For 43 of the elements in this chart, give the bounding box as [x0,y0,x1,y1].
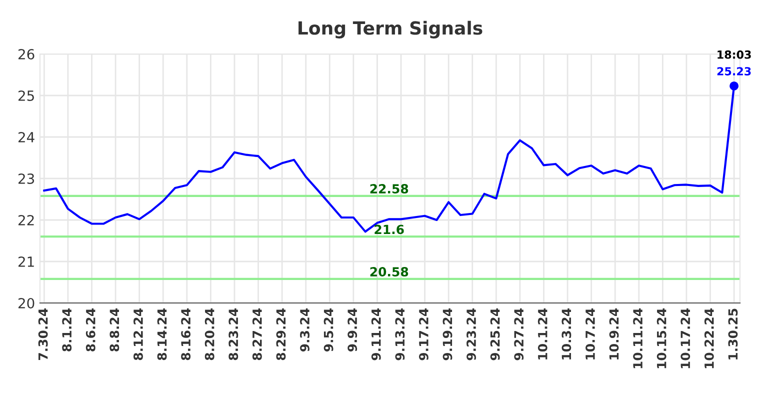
y-tick-label: 20 [18,298,34,308]
x-tick-label: 7.30.24 [38,308,48,360]
x-tick-label: 9.17.24 [418,308,428,360]
y-tick-label: 21 [18,256,34,267]
x-tick-label: 10.7.24 [585,308,595,360]
y-tick-label: 25 [18,90,34,101]
x-tick-label: 9.13.24 [395,308,405,360]
x-tick-label: 8.16.24 [181,308,191,360]
x-tick-label: 9.5.24 [324,308,334,352]
x-tick-label: 10.15.24 [656,308,666,368]
y-tick-label: 22 [18,214,34,226]
x-tick-label: 8.1.24 [62,308,72,352]
ref-line-label: 20.58 [370,267,408,277]
x-tick-label: 8.12.24 [133,308,143,360]
x-tick-label: 8.29.24 [276,308,286,360]
x-tick-label: 9.27.24 [514,308,524,360]
x-tick-label: 8.14.24 [157,308,167,360]
ref-line-label: 21.6 [374,224,404,234]
x-tick-label: 9.19.24 [442,308,452,360]
x-tick-label: 8.8.24 [110,308,120,352]
x-tick-label: 1.30.25 [728,308,738,360]
x-tick-label: 10.3.24 [562,308,572,360]
x-tick-label: 10.11.24 [633,308,643,368]
x-tick-label: 8.27.24 [252,308,262,360]
x-tick-label: 9.23.24 [466,308,476,360]
x-tick-label: 9.25.24 [490,308,500,360]
y-tick-label: 26 [18,48,34,60]
x-tick-label: 9.11.24 [371,308,381,360]
x-tick-label: 8.6.24 [86,308,96,352]
x-tick-label: 9.9.24 [348,308,358,352]
x-tick-label: 10.22.24 [704,308,714,368]
annotation: 18:03 [718,50,751,59]
y-tick-label: 24 [18,132,34,142]
data-label: 25.23 [717,67,751,76]
chart-title: Long Term Signals [298,20,482,38]
x-tick-label: 10.9.24 [609,308,619,360]
x-tick-label: 8.20.24 [204,308,214,360]
ref-line-label: 22.58 [370,184,408,194]
x-tick-label: 9.3.24 [300,308,310,352]
x-tick-label: 8.23.24 [228,308,238,360]
y-tick-label: 23 [18,173,34,184]
x-tick-label: 10.1.24 [538,308,548,360]
x-tick-label: 10.17.24 [680,308,690,368]
